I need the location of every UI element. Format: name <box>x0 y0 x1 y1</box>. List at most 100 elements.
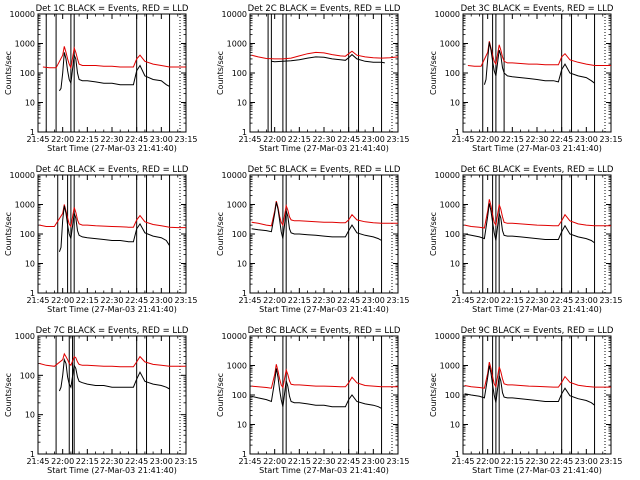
y-tick-label: 100 <box>445 69 460 78</box>
y-axis-label: Counts/sec <box>216 373 225 417</box>
y-tick-label: 10 <box>25 411 35 420</box>
x-tick-label: 22:00 <box>476 457 499 466</box>
x-tick-label: 21:45 <box>26 135 49 144</box>
y-tick-label: 10 <box>450 260 460 269</box>
x-tick-label: 22:30 <box>525 296 548 305</box>
x-tick-label: 23:15 <box>599 296 622 305</box>
detector-panel-3: Det 3C BLACK = Events, RED = LLD 1 10 100 10… <box>429 4 623 153</box>
x-tick-label: 22:30 <box>525 135 548 144</box>
x-tick-label: 23:00 <box>362 135 385 144</box>
x-axis-label: Start Time (27-Mar-03 21:41:40) <box>259 144 389 153</box>
x-tick-label: 22:15 <box>501 135 524 144</box>
panel-title: Det 8C BLACK = Events, RED = LLD <box>248 326 401 336</box>
y-tick-label: 1000 <box>227 362 247 371</box>
y-tick-label: 10000 <box>10 10 35 19</box>
x-tick-label: 22:30 <box>100 135 123 144</box>
x-tick-label: 22:30 <box>312 135 335 144</box>
x-tick-label: 21:45 <box>451 296 474 305</box>
y-axis-label: Counts/sec <box>216 212 225 256</box>
x-axis-label: Start Time (27-Mar-03 21:41:40) <box>259 305 389 314</box>
x-tick-label: 22:45 <box>550 457 573 466</box>
x-tick-label: 22:15 <box>288 135 311 144</box>
y-tick-label: 10000 <box>222 10 247 19</box>
y-tick-label: 10 <box>237 421 247 430</box>
black-events-series-line <box>464 203 595 244</box>
y-tick-label: 1000 <box>15 332 35 341</box>
detector-panel-7: Det 7C BLACK = Events, RED = LLD 1 10 100 10… <box>4 326 198 475</box>
y-axis-label: Counts/sec <box>4 212 13 256</box>
plot-frame <box>249 13 399 133</box>
y-tick-label: 10 <box>237 260 247 269</box>
x-tick-label: 23:15 <box>174 457 197 466</box>
y-tick-label: 10000 <box>10 171 35 180</box>
x-tick-label: 22:30 <box>100 296 123 305</box>
y-tick-label: 1000 <box>15 201 35 210</box>
x-tick-label: 22:00 <box>263 135 286 144</box>
black-events-series-line <box>483 42 595 85</box>
x-tick-label: 22:30 <box>312 457 335 466</box>
panel-title: Det 5C BLACK = Events, RED = LLD <box>248 165 401 175</box>
y-axis-label: Counts/sec <box>429 51 438 95</box>
y-tick-label: 1000 <box>227 40 247 49</box>
red-lld-series-line <box>42 46 186 70</box>
panel-title: Det 1C BLACK = Events, RED = LLD <box>36 4 189 14</box>
x-tick-label: 23:00 <box>575 135 598 144</box>
x-tick-label: 22:45 <box>125 457 148 466</box>
y-tick-label: 10000 <box>222 171 247 180</box>
y-tick-label: 100 <box>20 230 35 239</box>
x-tick-label: 22:15 <box>501 457 524 466</box>
x-tick-label: 23:15 <box>386 135 409 144</box>
x-tick-label: 22:45 <box>550 296 573 305</box>
y-tick-label: 1 <box>30 450 35 459</box>
x-axis-label: Start Time (27-Mar-03 21:41:40) <box>472 144 602 153</box>
y-tick-label: 10000 <box>435 10 460 19</box>
x-tick-label: 21:45 <box>238 135 261 144</box>
black-events-series-line <box>271 53 385 64</box>
black-events-series-line <box>58 205 171 252</box>
panel-title: Det 4C BLACK = Events, RED = LLD <box>36 165 189 175</box>
x-tick-label: 23:15 <box>386 296 409 305</box>
x-axis-label: Start Time (27-Mar-03 21:41:40) <box>47 305 177 314</box>
x-tick-label: 22:00 <box>51 457 74 466</box>
x-tick-label: 21:45 <box>238 296 261 305</box>
x-tick-label: 22:45 <box>337 135 360 144</box>
x-tick-label: 22:30 <box>312 296 335 305</box>
y-axis-label: Counts/sec <box>429 373 438 417</box>
x-tick-label: 21:45 <box>451 135 474 144</box>
detector-panel-8: Det 8C BLACK = Events, RED = LLD 1 10 100 10… <box>216 326 410 475</box>
y-axis-label: Counts/sec <box>216 51 225 95</box>
x-tick-label: 22:45 <box>337 457 360 466</box>
x-tick-label: 22:30 <box>100 457 123 466</box>
x-tick-label: 23:15 <box>174 135 197 144</box>
detector-panel-9: Det 9C BLACK = Events, RED = LLD 1 10 100 10… <box>429 326 623 475</box>
detector-panel-4: Det 4C BLACK = Events, RED = LLD 1 10 100 10… <box>4 165 198 314</box>
plot-frame <box>37 13 187 133</box>
black-events-series-line <box>464 365 595 406</box>
x-tick-label: 22:15 <box>288 457 311 466</box>
x-tick-label: 22:00 <box>476 135 499 144</box>
y-tick-label: 10 <box>450 421 460 430</box>
x-tick-label: 22:00 <box>263 457 286 466</box>
x-tick-label: 23:15 <box>386 457 409 466</box>
x-tick-label: 21:45 <box>26 296 49 305</box>
x-tick-label: 23:15 <box>599 135 622 144</box>
black-events-series-line <box>251 368 382 409</box>
x-tick-label: 22:00 <box>476 296 499 305</box>
y-tick-label: 10 <box>450 99 460 108</box>
black-events-series-line <box>58 357 170 392</box>
detector-panel-1: Det 1C BLACK = Events, RED = LLD 1 10 100 10… <box>4 4 198 153</box>
y-tick-label: 100 <box>232 69 247 78</box>
x-tick-label: 22:00 <box>263 296 286 305</box>
red-lld-series-line <box>251 50 399 60</box>
x-tick-label: 23:00 <box>150 296 173 305</box>
x-tick-label: 22:45 <box>337 296 360 305</box>
y-tick-label: 1 <box>242 128 247 137</box>
red-lld-series-line <box>464 199 611 229</box>
y-tick-label: 100 <box>445 230 460 239</box>
x-tick-label: 23:15 <box>174 296 197 305</box>
y-tick-label: 100 <box>20 371 35 380</box>
detector-panel-5: Det 5C BLACK = Events, RED = LLD 1 10 100 10… <box>216 165 410 314</box>
red-lld-series-line <box>251 364 398 389</box>
y-tick-label: 100 <box>232 230 247 239</box>
red-lld-series-line <box>39 204 186 229</box>
